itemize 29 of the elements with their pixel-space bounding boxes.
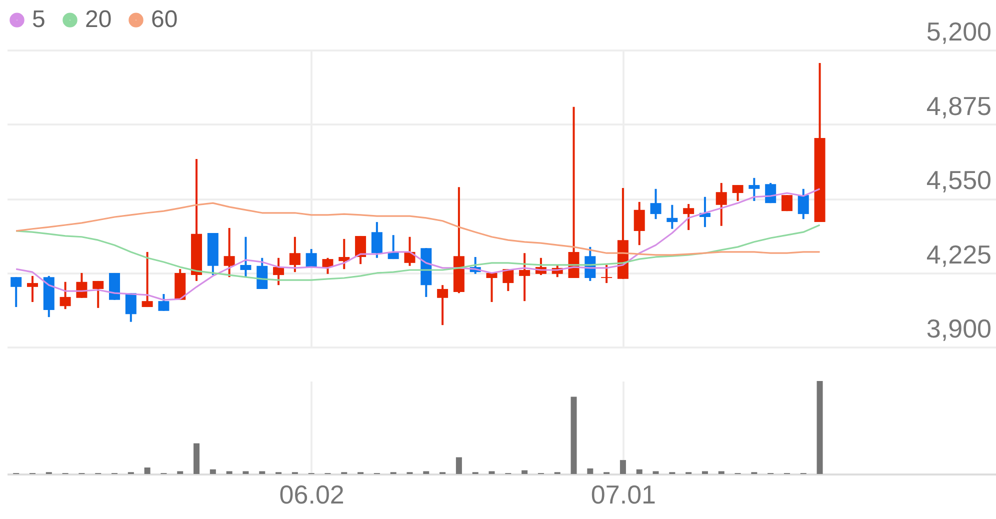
bar: [652, 471, 659, 474]
bar: [620, 460, 626, 474]
bar: [587, 468, 594, 474]
bar: [570, 396, 577, 474]
x-tick-label: 06.02: [279, 480, 344, 510]
bar: [816, 381, 823, 474]
bar: [522, 470, 528, 474]
bar: [423, 471, 430, 474]
bar: [242, 471, 249, 474]
legend-label: 5: [32, 6, 46, 34]
bar: [718, 471, 724, 474]
legend-label: 60: [151, 6, 178, 34]
legend-label: 20: [85, 6, 112, 34]
bar: [456, 457, 462, 474]
y-tick-label: 5,200: [926, 16, 992, 46]
bar: [226, 471, 232, 474]
bar: [259, 471, 266, 474]
bar: [702, 471, 708, 474]
bar: [488, 471, 495, 474]
y-tick-label: 4,550: [926, 165, 992, 195]
y-tick-label: 4,875: [926, 90, 992, 121]
bar: [177, 471, 184, 474]
y-tick-label: 3,900: [926, 314, 992, 344]
y-tick-label: 4,225: [926, 239, 992, 270]
bar: [144, 467, 150, 474]
bar: [636, 469, 642, 474]
x-tick-label: 07.01: [590, 480, 656, 510]
bar: [194, 443, 200, 474]
bar: [210, 469, 216, 474]
